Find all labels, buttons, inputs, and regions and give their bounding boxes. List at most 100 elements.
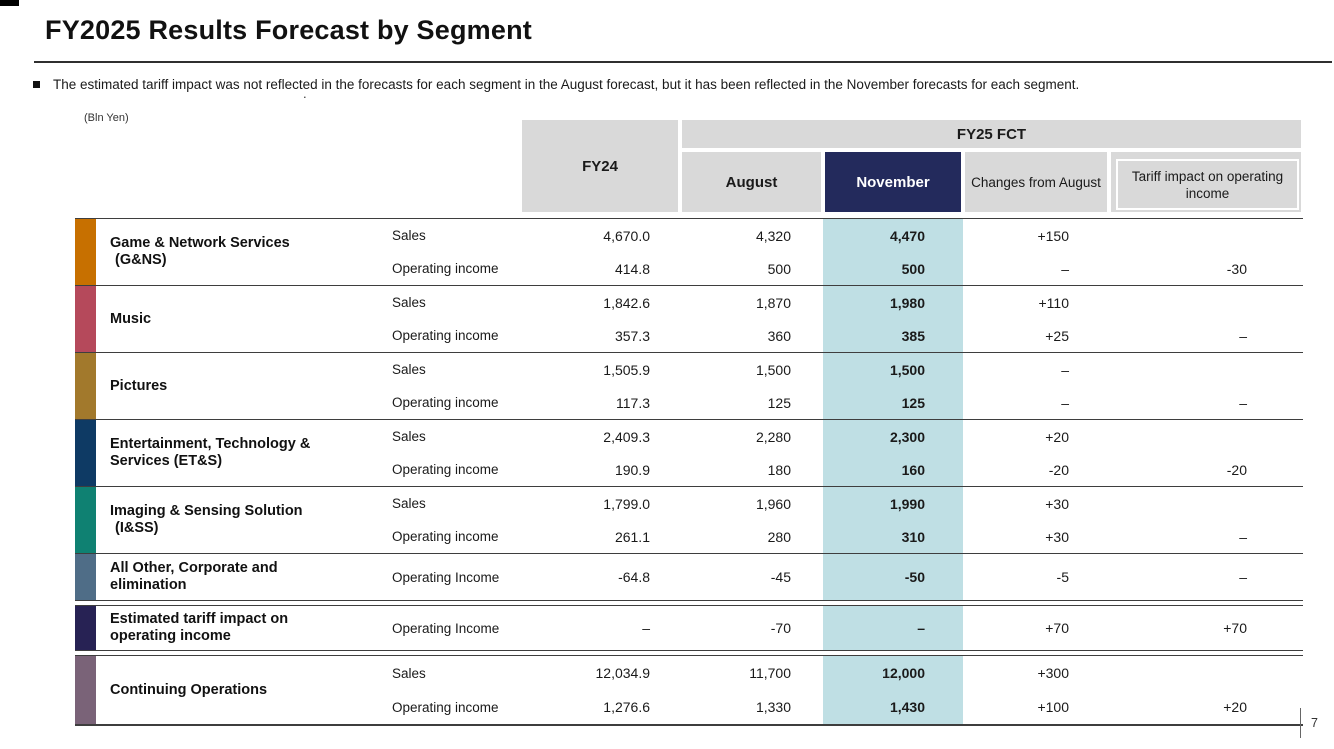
title-underline xyxy=(34,61,1332,63)
iss-color-bar xyxy=(75,487,96,553)
pictures-sales-label: Sales xyxy=(392,362,426,377)
continuing-operations-sales-fy24-value: 12,034.9 xyxy=(595,665,651,681)
gns-operating-income-august-value: 500 xyxy=(767,260,791,277)
ets-operating-income-changes-value: -20 xyxy=(1048,461,1069,478)
iss-operating-income-fy24-value: 261.1 xyxy=(614,528,650,545)
bullet-text: The estimated tariff impact was not refl… xyxy=(53,77,1080,92)
continuing-operations-sales-changes-value: +300 xyxy=(1037,665,1069,681)
iss-sales-august-value: 1,960 xyxy=(755,495,791,512)
tariff-impact-operating-income-august-value: -70 xyxy=(770,620,791,636)
all-other-name-line: elimination xyxy=(110,577,187,593)
segment-group-gns: Game & Network Services (G&NS) Sales 4,670.… xyxy=(75,218,1303,285)
continuing-operations-color-bar xyxy=(75,656,96,724)
continuing-operations-sales-tariff-value xyxy=(1109,656,1303,690)
iss-sales-november-value: 1,990 xyxy=(823,487,963,520)
continuing-operations-operating-income-tariff-value: +20 xyxy=(1223,699,1247,715)
music-operating-income-november-value: 385 xyxy=(823,319,963,352)
header-fy25-fct: FY25 FCT xyxy=(682,120,1301,148)
pictures-sales-november-value: 1,500 xyxy=(823,353,963,386)
iss-operating-income-changes-value: +30 xyxy=(1045,528,1069,545)
tariff-impact-operating-income-november-value: – xyxy=(823,606,963,650)
all-other-operating-income-tariff-value: – xyxy=(1239,569,1247,585)
segment-group-music: Music Sales 1,842.6 1,870 1,980 +110 Operating… xyxy=(75,285,1303,352)
pictures-color-bar xyxy=(75,353,96,419)
continuing-operations-sales-august-value: 11,700 xyxy=(749,665,791,681)
music-sales-august-value: 1,870 xyxy=(755,294,791,311)
header-august: August xyxy=(682,152,821,212)
table-body: Game & Network Services (G&NS) Sales 4,670.… xyxy=(75,218,1303,726)
ets-sales-tariff-value xyxy=(1109,420,1303,453)
gns-sales-label: Sales xyxy=(392,228,426,243)
continuing-operations-operating-income-fy24-value: 1,276.6 xyxy=(603,699,650,715)
continuing-operations-sales-label: Sales xyxy=(392,665,426,681)
stray-dot: . xyxy=(303,86,307,101)
tariff-impact-name-line: operating income xyxy=(110,628,231,644)
ets-segment-name: Entertainment, Technology & Services (ET&… xyxy=(100,420,392,486)
segment-group-all-other: All Other, Corporate and elimination Opera… xyxy=(75,553,1303,601)
ets-operating-income-tariff-value: -20 xyxy=(1226,461,1247,478)
all-other-color-bar xyxy=(75,554,96,600)
segment-group-ets: Entertainment, Technology & Services (ET&… xyxy=(75,419,1303,486)
pictures-segment-name: Pictures xyxy=(100,353,392,419)
iss-operating-income-tariff-value: – xyxy=(1239,528,1247,545)
gns-operating-income-label: Operating income xyxy=(392,261,499,276)
gns-sales-tariff-value xyxy=(1109,219,1303,252)
music-operating-income-august-value: 360 xyxy=(767,327,791,344)
page-number: 7 xyxy=(1300,708,1318,738)
header-tariff-impact: Tariff impact on operating income xyxy=(1111,152,1301,212)
ets-sales-changes-value: +20 xyxy=(1045,428,1069,445)
header-november: November xyxy=(825,152,961,212)
ets-sales-august-value: 2,280 xyxy=(755,428,791,445)
header-changes-from-august: Changes from August xyxy=(965,152,1107,212)
results-table: FY24 FY25 FCT August November Changes fr… xyxy=(75,120,1303,726)
pictures-operating-income-august-value: 125 xyxy=(767,394,791,411)
iss-sales-fy24-value: 1,799.0 xyxy=(603,495,650,512)
music-sales-fy24-value: 1,842.6 xyxy=(603,294,650,311)
music-sales-label: Sales xyxy=(392,295,426,310)
iss-operating-income-november-value: 310 xyxy=(823,520,963,553)
unit-note: (Bln Yen) xyxy=(84,112,129,124)
pictures-sales-tariff-value xyxy=(1109,353,1303,386)
continuing-operations-operating-income-label: Operating income xyxy=(392,699,499,715)
tariff-impact-operating-income-label: Operating Income xyxy=(392,620,500,636)
iss-name-line: (I&SS) xyxy=(115,520,159,536)
all-other-name-line: All Other, Corporate and xyxy=(110,560,278,576)
music-sales-changes-value: +110 xyxy=(1038,294,1070,311)
iss-operating-income-august-value: 280 xyxy=(767,528,791,545)
music-operating-income-changes-value: +25 xyxy=(1045,327,1069,344)
gns-operating-income-tariff-value: -30 xyxy=(1226,260,1247,277)
ets-sales-label: Sales xyxy=(392,429,426,444)
gns-sales-fy24-value: 4,670.0 xyxy=(603,227,650,244)
pictures-operating-income-label: Operating income xyxy=(392,395,499,410)
music-sales-november-value: 1,980 xyxy=(823,286,963,319)
music-operating-income-label: Operating income xyxy=(392,328,499,343)
pictures-operating-income-changes-value: – xyxy=(1061,394,1069,411)
pictures-sales-changes-value: – xyxy=(1061,361,1069,378)
pictures-operating-income-fy24-value: 117.3 xyxy=(616,394,650,411)
ets-operating-income-label: Operating income xyxy=(392,462,499,477)
music-operating-income-fy24-value: 357.3 xyxy=(614,327,650,344)
iss-operating-income-label: Operating income xyxy=(392,529,499,544)
tariff-impact-operating-income-fy24-value: – xyxy=(642,620,650,636)
all-other-operating-income-changes-value: -5 xyxy=(1056,569,1069,585)
header-tariff-impact-label: Tariff impact on operating income xyxy=(1116,159,1299,210)
ets-operating-income-august-value: 180 xyxy=(767,461,791,478)
gns-color-bar xyxy=(75,219,96,285)
segment-group-tariff-impact: Estimated tariff impact on operating inco… xyxy=(75,605,1303,651)
pictures-sales-august-value: 1,500 xyxy=(755,361,791,378)
ets-sales-fy24-value: 2,409.3 xyxy=(603,428,650,445)
all-other-operating-income-label: Operating Income xyxy=(392,569,500,585)
iss-segment-name: Imaging & Sensing Solution (I&SS) xyxy=(100,487,392,553)
gns-operating-income-changes-value: – xyxy=(1061,260,1069,277)
segment-group-pictures: Pictures Sales 1,505.9 1,500 1,500 – Operating… xyxy=(75,352,1303,419)
page-title: FY2025 Results Forecast by Segment xyxy=(45,15,532,45)
header-fy24: FY24 xyxy=(522,120,678,212)
tariff-impact-operating-income-changes-value: +70 xyxy=(1045,620,1069,636)
tariff-impact-name-line: Estimated tariff impact on xyxy=(110,611,289,627)
continuing-operations-operating-income-changes-value: +100 xyxy=(1037,699,1069,715)
continuing-operations-name-line: Continuing Operations xyxy=(110,681,268,698)
ets-color-bar xyxy=(75,420,96,486)
bullet-row: The estimated tariff impact was not refl… xyxy=(33,76,1317,94)
ets-sales-november-value: 2,300 xyxy=(823,420,963,453)
all-other-operating-income-august-value: -45 xyxy=(770,569,791,585)
